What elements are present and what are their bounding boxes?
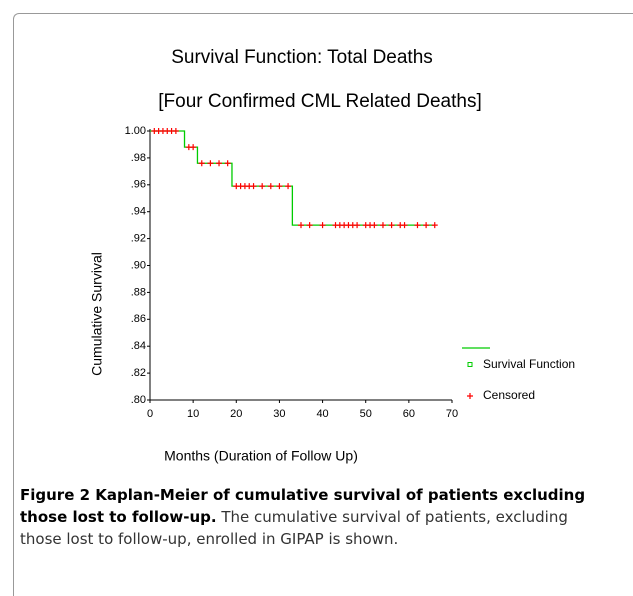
censored-mark <box>306 222 313 229</box>
y-axis-label: Cumulative Survival <box>89 252 105 376</box>
y-tick-label: .90 <box>131 259 146 271</box>
y-tick-label: .86 <box>131 313 146 325</box>
chart: Survival Function: Total Deaths [Four Co… <box>89 47 575 464</box>
caption-label: Figure 2 <box>20 486 91 504</box>
censored-mark <box>216 160 223 167</box>
censored-mark <box>267 183 274 190</box>
censored-mark <box>319 222 326 229</box>
x-tick-label: 20 <box>230 408 242 420</box>
censored-mark <box>250 183 257 190</box>
y-tick-label: .88 <box>131 286 146 298</box>
caption: Figure 2 Kaplan-Meier of cumulative surv… <box>20 484 612 550</box>
figure-frame <box>13 13 633 596</box>
y-tick-label: .96 <box>131 179 146 191</box>
chart-title: Survival Function: Total Deaths <box>171 47 433 68</box>
x-tick-label: 60 <box>403 408 415 420</box>
censored-mark <box>259 183 266 190</box>
censored-mark <box>285 183 292 190</box>
legend-label: Survival Function <box>483 357 575 371</box>
caption-title: Kaplan-Meier of cumulative survival of p… <box>20 486 586 526</box>
y-tick-label: .92 <box>131 233 146 245</box>
x-tick-label: 30 <box>273 408 285 420</box>
y-tick-label: .94 <box>131 206 146 218</box>
legend-marker <box>467 393 473 399</box>
x-tick-label: 50 <box>360 408 372 420</box>
x-tick-label: 70 <box>446 408 458 420</box>
censored-mark <box>423 222 430 229</box>
x-tick-label: 10 <box>187 408 199 420</box>
x-tick-label: 0 <box>147 408 153 420</box>
censored-mark <box>207 160 214 167</box>
censored-mark <box>354 222 361 229</box>
censored-mark <box>371 222 378 229</box>
chart-subtitle: [Four Confirmed CML Related Deaths] <box>158 91 481 112</box>
survival-line <box>150 130 435 226</box>
censored-mark <box>224 160 231 167</box>
censored-mark <box>379 222 386 229</box>
y-tick-label: .84 <box>131 340 146 352</box>
censored-mark <box>401 222 408 229</box>
censored-mark <box>414 222 421 229</box>
legend-marker <box>467 362 473 367</box>
censored-mark <box>172 128 179 134</box>
censored-mark <box>190 144 197 151</box>
censored-mark <box>198 160 205 167</box>
censored-mark <box>431 222 438 229</box>
y-tick-label: .82 <box>131 367 146 379</box>
y-tick-label: 1.00 <box>125 125 146 137</box>
censored-mark <box>298 222 304 229</box>
x-tick-label: 40 <box>316 408 328 420</box>
x-axis-label: Months (Duration of Follow Up) <box>164 448 358 464</box>
caption-text: The cumulative survival of patients, exc… <box>20 508 568 548</box>
y-tick-label: .98 <box>131 152 146 164</box>
y-tick-label: .80 <box>131 394 146 406</box>
legend-label: Censored <box>483 388 535 402</box>
censored-mark <box>276 183 283 190</box>
censored-mark <box>388 222 395 229</box>
